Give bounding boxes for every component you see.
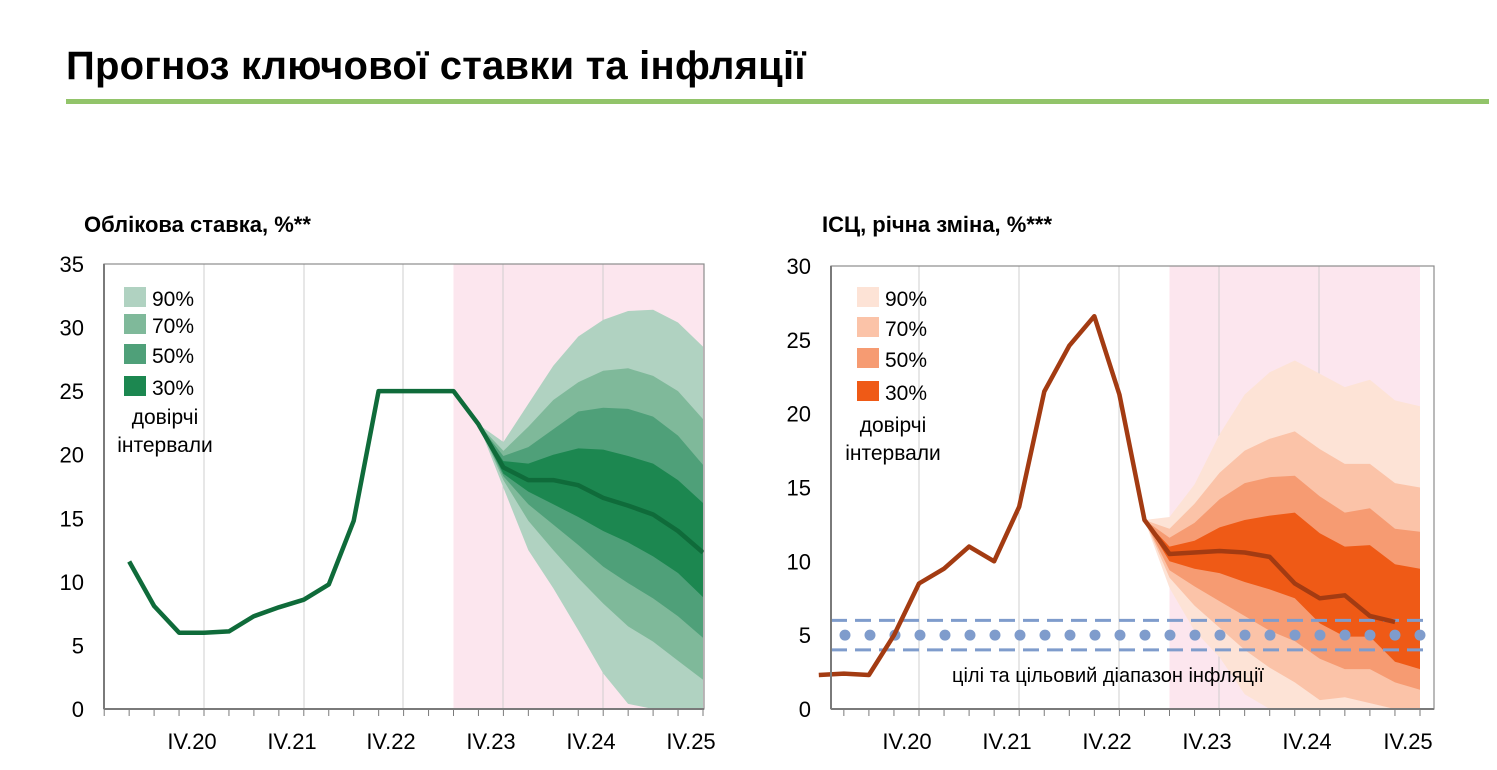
series-line (818, 313, 1396, 678)
legend-label: 90% (885, 288, 927, 311)
legend: 90% 70% 50% 30% довірчі інтервали (117, 287, 213, 457)
x-tick-label: IV.24 (566, 729, 615, 754)
chart-key-rate: 0 5 10 15 20 25 30 35 IV.20 IV.21 IV.22 IV.23 IV.24 I… (60, 252, 716, 754)
legend-swatch (124, 376, 146, 396)
target-dot (1114, 629, 1126, 641)
target-dot (864, 629, 876, 641)
legend-note: довірчі (860, 414, 927, 437)
y-tick-label: 30 (787, 254, 811, 279)
y-tick-label: 30 (60, 316, 84, 341)
legend-swatch (124, 344, 146, 364)
legend-label: 70% (152, 315, 194, 338)
target-dot (989, 629, 1001, 641)
y-tick-label: 5 (799, 623, 811, 648)
legend-swatch (857, 348, 879, 368)
y-tick-label: 0 (72, 697, 84, 722)
page-title: Прогноз ключової ставки та інфляції (66, 44, 806, 88)
target-dot (1389, 629, 1401, 641)
target-dot (1039, 629, 1051, 641)
target-annotation: цілі та цільовий діапазон інфляції (952, 665, 1264, 687)
target-dot (1414, 629, 1426, 641)
target-dot (1339, 629, 1351, 641)
legend-swatch (857, 287, 879, 307)
y-tick-label: 25 (60, 379, 84, 404)
y-tick-label: 20 (787, 402, 811, 427)
legend-swatch (857, 381, 879, 401)
legend-label: 30% (885, 382, 927, 405)
target-dot (1139, 629, 1151, 641)
y-tick-label: 10 (60, 570, 84, 595)
y-tick-label: 0 (799, 697, 811, 722)
x-tick-label: IV.25 (666, 729, 715, 754)
x-tick-label: IV.20 (882, 729, 931, 754)
target-dot (1014, 629, 1026, 641)
y-tick-label: 10 (787, 549, 811, 574)
legend-swatch (857, 317, 879, 337)
target-dot (1264, 629, 1276, 641)
legend-swatch (124, 314, 146, 334)
legend-label: 70% (885, 318, 927, 341)
target-dot (1239, 629, 1251, 641)
title-rule (66, 99, 1489, 104)
x-tick-label: IV.21 (982, 729, 1031, 754)
legend-label: 30% (152, 377, 194, 400)
x-tick-label: IV.21 (267, 729, 316, 754)
y-tick-label: 15 (787, 476, 811, 501)
y-tick-label: 15 (60, 506, 84, 531)
legend: 90% 70% 50% 30% довірчі інтервали (845, 287, 941, 465)
target-dot (1089, 629, 1101, 641)
target-dot (1364, 629, 1376, 641)
legend-label: 90% (152, 288, 194, 311)
legend-note: інтервали (117, 434, 213, 457)
x-tick-label: IV.25 (1383, 729, 1432, 754)
legend-note: довірчі (132, 406, 199, 429)
chart-title-cpi: ІСЦ, річна зміна, %*** (822, 212, 1053, 237)
x-tick-label: IV.20 (167, 729, 216, 754)
y-tick-label: 25 (787, 328, 811, 353)
x-tick-label: IV.22 (366, 729, 415, 754)
target-dot (964, 629, 976, 641)
target-dot (1064, 629, 1076, 641)
x-tick-label: IV.23 (1182, 729, 1231, 754)
target-dot (1289, 629, 1301, 641)
target-dot (839, 629, 851, 641)
x-tick-label: IV.23 (466, 729, 515, 754)
target-dot (1214, 629, 1226, 641)
target-dot (939, 629, 951, 641)
y-tick-label: 5 (72, 633, 84, 658)
x-tick-label: IV.22 (1082, 729, 1131, 754)
series-line (127, 388, 705, 635)
target-dot (914, 629, 926, 641)
chart-title-key-rate: Облікова ставка, %** (84, 212, 311, 237)
y-tick-label: 35 (60, 252, 84, 277)
fan-band-30 (478, 424, 703, 598)
legend-note: інтервали (845, 442, 941, 465)
target-dot (1314, 629, 1326, 641)
chart-cpi: цілі та цільовий діапазон інфляції 0 5 10 15… (787, 254, 1435, 754)
legend-label: 50% (152, 345, 194, 368)
legend-swatch (124, 287, 146, 307)
target-dot (1164, 629, 1176, 641)
y-tick-label: 20 (60, 443, 84, 468)
target-dot (1189, 629, 1201, 641)
legend-label: 50% (885, 349, 927, 372)
x-tick-label: IV.24 (1282, 729, 1331, 754)
